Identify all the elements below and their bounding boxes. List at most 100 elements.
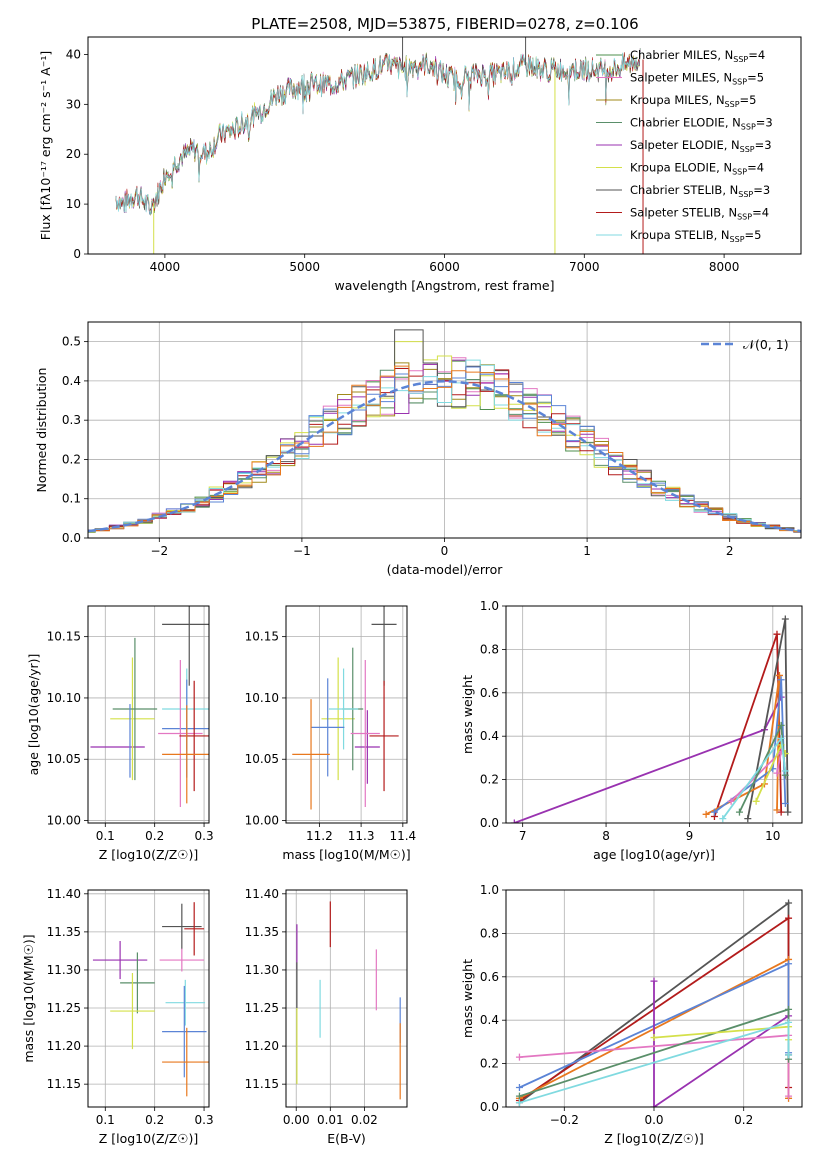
y-tick-label: 10.15 <box>245 630 279 644</box>
series-marker <box>777 676 785 684</box>
y-tick-label: 1.0 <box>480 599 499 613</box>
panel-massweight-vs-Z: −0.2 0.0 0.2 0.0 0.2 0.4 0.6 0.8 1.0 Z [log10(Z/Z… <box>460 883 803 1146</box>
y-tick-label: 11.35 <box>245 925 279 939</box>
y-tick-label: 11.25 <box>47 1001 81 1015</box>
y-tick-label: 10.10 <box>47 691 81 705</box>
x-axis-label: mass [log10(M/M☉)] <box>282 847 410 862</box>
series-marker <box>777 721 785 729</box>
axes-frame <box>87 889 210 1108</box>
series-marker <box>785 899 793 907</box>
x-tick-label: 6000 <box>429 260 460 274</box>
x-tick-label: 0.3 <box>195 829 214 843</box>
panel-residuals: −2 −1 0 1 2 0.0 0.1 0.2 0.3 0.4 0.5 (data-model)/er… <box>34 321 802 577</box>
series-marker <box>785 1005 793 1013</box>
y-tick-label: 0.5 <box>62 335 81 349</box>
x-tick-label: 7000 <box>569 260 600 274</box>
y-tick-label: 11.25 <box>245 1001 279 1015</box>
x-tick-label: 0.3 <box>195 1113 214 1127</box>
x-tick-label: 10 <box>765 829 780 843</box>
histogram-step <box>88 365 801 533</box>
y-tick-label: 0.8 <box>480 642 499 656</box>
axes-frame <box>285 605 408 824</box>
spectrum-line <box>115 52 641 215</box>
series-marker <box>719 815 727 823</box>
x-tick-label: 0.1 <box>96 829 115 843</box>
legend-entry: Salpeter ELODIE, NSSP=3 <box>630 138 772 154</box>
x-tick-label: 0.1 <box>96 1113 115 1127</box>
y-tick-label: 10.10 <box>245 691 279 705</box>
series-marker <box>777 734 785 742</box>
series-marker <box>773 806 781 814</box>
y-axis-label: mass [log10(M/M☉)] <box>21 934 36 1062</box>
panel-mass-vs-EBV: 0.00 0.01 0.02 11.15 11.20 11.25 11.30 11.35 11.… <box>245 887 408 1146</box>
y-tick-label: 30 <box>66 97 81 111</box>
panel-age-vs-mass: 11.2 11.3 11.4 10.00 10.05 10.10 10.15 mass [lo… <box>245 605 416 862</box>
x-tick-label: 11.3 <box>348 829 375 843</box>
x-tick-label: −0.2 <box>550 1113 579 1127</box>
y-tick-label: 0.8 <box>480 926 499 940</box>
figure-title: PLATE=2508, MJD=53875, FIBERID=0278, z=0… <box>251 15 638 33</box>
series-line <box>513 696 783 823</box>
y-tick-label: 11.20 <box>245 1039 279 1053</box>
series-marker <box>744 815 752 823</box>
y-axis-label: Flux [fλ10⁻¹⁷ erg cm⁻² s⁻¹ A⁻¹] <box>38 51 53 240</box>
y-tick-label: 0.0 <box>480 816 499 830</box>
series-marker <box>727 797 735 805</box>
x-tick-label: −2 <box>150 544 168 558</box>
series-marker <box>785 1092 793 1100</box>
x-axis-label: Z [log10(Z/Z☉)] <box>99 1131 199 1146</box>
series-line <box>705 675 781 816</box>
y-tick-label: 0.2 <box>62 452 81 466</box>
series-marker <box>702 810 710 818</box>
series-marker <box>710 808 718 816</box>
x-tick-label: 8000 <box>709 260 740 274</box>
series-marker <box>775 671 783 679</box>
series-marker <box>785 1051 793 1059</box>
series-marker <box>773 630 781 638</box>
y-tick-label: 11.40 <box>47 887 81 901</box>
x-axis-label: Z [log10(Z/Z☉)] <box>604 1131 704 1146</box>
x-tick-label: 11.2 <box>306 829 333 843</box>
x-axis-label: wavelength [Angstrom, rest frame] <box>334 278 554 293</box>
y-tick-label: 10.05 <box>47 752 81 766</box>
series-marker <box>752 797 760 805</box>
y-tick-label: 10.00 <box>47 814 81 828</box>
series-marker <box>785 960 793 968</box>
series-marker <box>773 769 781 777</box>
legend-entry: Chabrier ELODIE, NSSP=3 <box>630 116 773 132</box>
axes-frame <box>285 889 408 1108</box>
y-tick-label: 11.20 <box>47 1039 81 1053</box>
legend-entry: Kroupa ELODIE, NSSP=4 <box>630 161 764 177</box>
series-marker <box>650 977 658 985</box>
legend-entry: Kroupa MILES, NSSP=5 <box>630 93 756 109</box>
series-marker <box>784 808 792 816</box>
x-tick-label: 7 <box>519 829 527 843</box>
y-axis-label: mass weight <box>460 675 475 754</box>
panel-mass-vs-Z: 0.1 0.2 0.3 11.15 11.20 11.25 11.30 11.35 11.40 Z… <box>21 887 214 1146</box>
y-tick-label: 0.6 <box>480 686 499 700</box>
y-tick-label: 10.05 <box>245 752 279 766</box>
series-line <box>713 633 783 817</box>
x-tick-label: 2 <box>726 544 734 558</box>
y-tick-label: 11.30 <box>47 963 81 977</box>
series-marker <box>785 1018 793 1026</box>
x-tick-label: 5000 <box>289 260 320 274</box>
y-tick-label: 10.00 <box>245 814 279 828</box>
y-tick-label: 10 <box>66 197 81 211</box>
series-marker <box>650 1034 658 1042</box>
gaussian-curve <box>88 380 801 533</box>
y-tick-label: 0.0 <box>480 1100 499 1114</box>
series-marker <box>515 1083 523 1091</box>
x-tick-label: −1 <box>293 544 311 558</box>
y-tick-label: 0.1 <box>62 492 81 506</box>
series-marker <box>515 1092 523 1100</box>
legend-entry: Chabrier STELIB, NSSP=3 <box>630 183 770 199</box>
axes-frame <box>87 36 802 255</box>
panel-massweight-vs-age: 7 8 9 10 0.0 0.2 0.4 0.6 0.8 1.0 age [log10(age/yr… <box>460 599 803 862</box>
y-axis-label: age [log10(age/yr)] <box>26 654 41 776</box>
y-axis-label: mass weight <box>460 959 475 1038</box>
x-tick-label: 8 <box>602 829 610 843</box>
series-marker <box>777 808 785 816</box>
series-marker <box>785 914 793 922</box>
y-tick-label: 0.3 <box>62 413 81 427</box>
